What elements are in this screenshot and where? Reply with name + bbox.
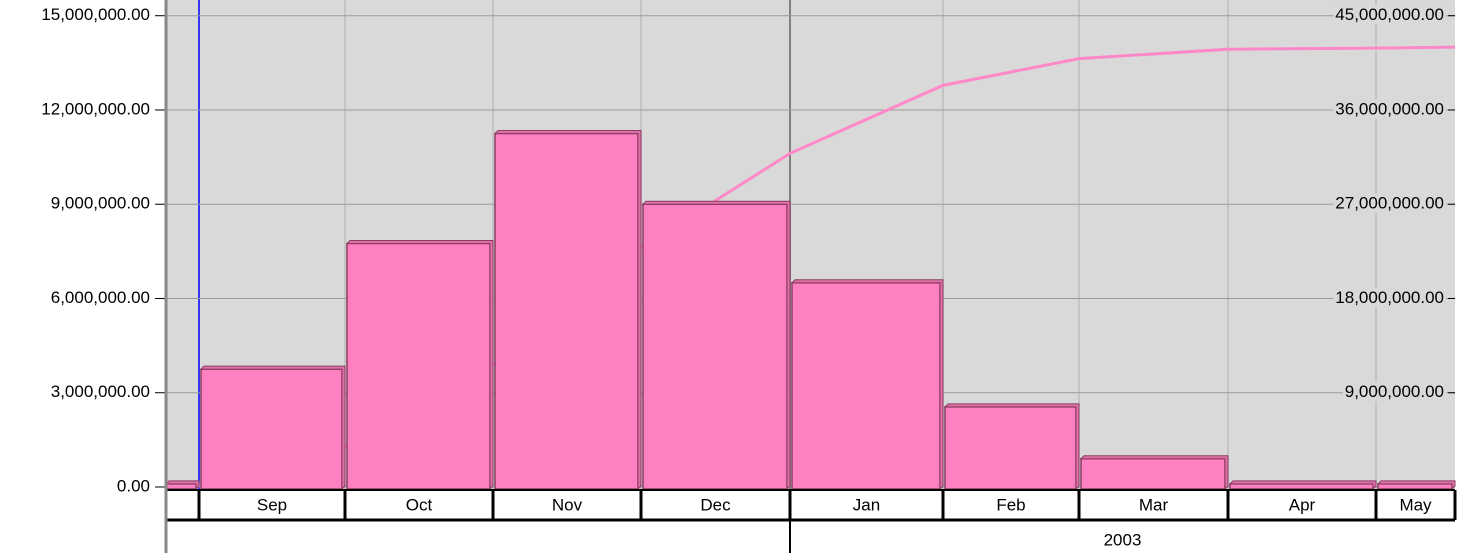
bar-bevel (1079, 455, 1229, 491)
bar-bevel (1376, 480, 1456, 491)
bar (494, 132, 639, 490)
bar-bevel (790, 279, 944, 491)
y-tick-label: 6,000,000.00 (51, 288, 150, 307)
bar (346, 242, 491, 490)
y-tick-label: 9,000,000.00 (51, 194, 150, 213)
bar-bevel (345, 240, 494, 491)
y2-label-bg (1333, 287, 1446, 307)
x-tick-label: Apr (1289, 495, 1316, 514)
y2-label-bg (1342, 382, 1446, 402)
bar-bevel (1228, 480, 1377, 491)
bar (165, 483, 197, 490)
y2-tick-label: 9,000,000.00 (1345, 382, 1444, 401)
bar (791, 282, 941, 490)
y2-label-bg (1333, 193, 1446, 213)
x-tick-label: Mar (1139, 495, 1169, 514)
y-tick-label: 12,000,000.00 (41, 99, 150, 118)
x-tick-label: Nov (552, 495, 583, 514)
y2-tick-label: 18,000,000.00 (1335, 288, 1444, 307)
y2-tick-label: 45,000,000.00 (1335, 5, 1444, 24)
x-tick-label: Oct (406, 495, 433, 514)
y-tick-label: 15,000,000.00 (41, 5, 150, 24)
bar-bevel (493, 130, 642, 491)
bar (200, 368, 343, 490)
x-tick-label: May (1399, 495, 1432, 514)
y2-label-bg (1333, 5, 1446, 25)
bar-bevel (943, 403, 1080, 491)
bar (1377, 483, 1453, 490)
y-tick-label: 0.00 (117, 476, 150, 495)
bar (1229, 483, 1374, 490)
x-tick-label: Dec (700, 495, 731, 514)
y2-tick-label: 36,000,000.00 (1335, 99, 1444, 118)
bar (1080, 457, 1226, 490)
x-tick-label: Sep (257, 495, 287, 514)
bar (944, 406, 1077, 490)
left-margin (0, 0, 166, 553)
y2-tick-label: 27,000,000.00 (1335, 194, 1444, 213)
x-tick-label: Jan (853, 495, 880, 514)
bar-bevel (199, 365, 346, 491)
bar (642, 203, 788, 490)
bar-bevel (641, 200, 791, 491)
bar-bevel (164, 480, 200, 491)
year-label: 2003 (1104, 530, 1142, 549)
y2-label-bg (1333, 99, 1446, 119)
x-tick-label: Feb (996, 495, 1025, 514)
y-tick-label: 3,000,000.00 (51, 382, 150, 401)
